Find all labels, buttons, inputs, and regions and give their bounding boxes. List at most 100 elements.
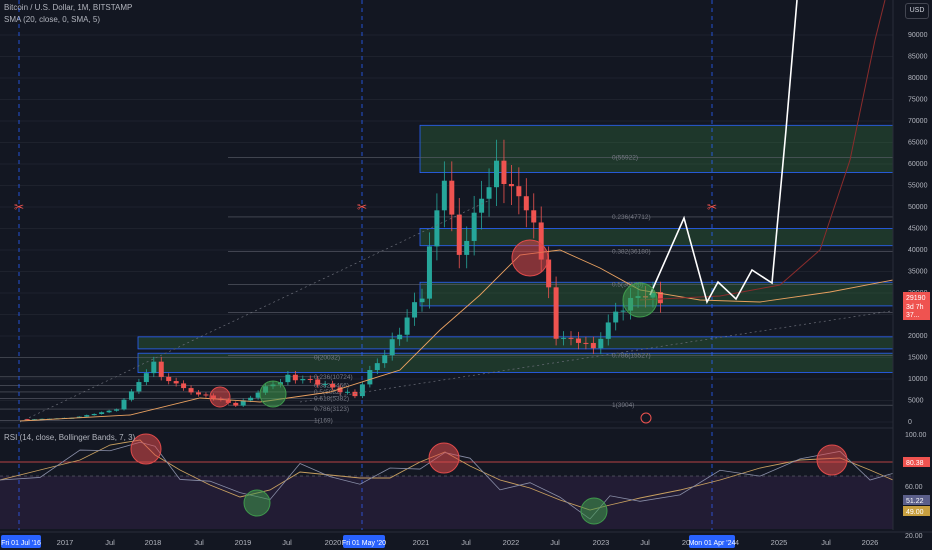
fib-label: 0(20032) [314,355,340,362]
time-label: 4 [735,538,739,547]
candle [121,399,127,410]
price-tick: 80000 [908,75,928,82]
candle [404,317,410,335]
highlight-circle [259,380,287,408]
candle [181,383,187,389]
price-tick: 50000 [908,204,928,211]
candle [449,180,455,215]
candle [99,412,105,415]
price-tick: 0 [908,419,912,426]
candle [203,394,209,396]
long-ma-line [639,0,886,301]
candle [471,212,477,241]
candle [605,322,611,339]
price-tick: 35000 [908,269,928,276]
current-price-badge [903,292,930,320]
candle [359,384,365,397]
rsi-value: 80.38 [906,460,924,467]
time-label: Jul [640,538,650,547]
candle [441,180,447,211]
price-tick: 75000 [908,97,928,104]
rsi-value: 51.22 [906,498,924,505]
current-sub2: 37... [906,312,920,319]
time-label: 2021 [413,538,430,547]
currency-button[interactable]: USD [905,3,929,19]
time-highlight-label: Mon 01 Apr '24 [689,540,736,547]
candle [613,311,619,323]
time-label: 2025 [771,538,788,547]
sma-legend: SMA (20, close, 0, SMA, 5) [4,15,101,24]
symbol-title: Bitcoin / U.S. Dollar, 1M, BITSTAMP [4,3,133,12]
candle [84,415,90,417]
candle [307,378,313,380]
candle [322,383,328,385]
candle [337,387,343,393]
time-label: 2017 [57,538,74,547]
candle [583,342,589,344]
candle [382,355,388,364]
candle [620,310,626,312]
candle [114,409,120,411]
candle [255,392,261,398]
candle [531,210,537,223]
fib-label: 0(55922) [612,155,638,162]
candle [523,196,529,211]
price-tick: 70000 [908,118,928,125]
rsi-band [0,476,893,529]
candle [292,374,298,381]
candle [412,302,418,318]
time-highlight-label: Fri 01 Jul '16 [1,540,41,547]
candle [158,361,164,377]
candle [546,259,552,288]
zone-lower [137,336,894,350]
time-label: 2022 [503,538,520,547]
cycle-lines: ✂ ✂ ✂ [14,0,717,530]
price-tick: 5000 [908,398,924,405]
price-tick: 85000 [908,54,928,61]
trendline [299,304,931,403]
time-label: 2026 [862,538,879,547]
grid [0,34,893,423]
rsi-circle [428,442,460,474]
candle [300,378,306,381]
candle [464,240,470,255]
price-tick: 10000 [908,376,928,383]
fib-label: 0.786(15527) [612,352,651,359]
candle [374,363,380,371]
candle [285,374,291,383]
rsi-circle [816,444,848,476]
time-label: Jul [461,538,471,547]
candle [39,418,45,420]
scissors-icon: ✂ [14,200,24,214]
fib-label: 1(169) [314,418,333,425]
candle [590,342,596,349]
fib-label: 0.382(36180) [612,248,651,255]
time-highlight [689,535,735,548]
candle [389,339,395,356]
candle [128,391,134,400]
candle [561,337,567,339]
price-tick: 45000 [908,226,928,233]
candle [248,397,254,401]
candle [345,391,351,393]
candle [367,370,373,385]
candle [106,410,112,413]
candle [426,246,432,299]
fib-label: 0.5(30500) [612,281,643,288]
highlight-circle [622,282,658,318]
zone-bottom [137,352,894,373]
candle [598,338,604,349]
candle [233,402,239,406]
candle [486,187,492,199]
candle [568,337,574,339]
current-sub: 3d 7h [906,304,924,311]
candle [494,160,500,188]
rsi-tick: 100.00 [905,432,927,439]
candle [315,379,321,385]
support-resistance-zones [137,124,894,373]
rsi-circle [130,433,162,465]
price-tick: 90000 [908,32,928,39]
price-tick: 65000 [908,140,928,147]
alert-icon [640,412,652,424]
